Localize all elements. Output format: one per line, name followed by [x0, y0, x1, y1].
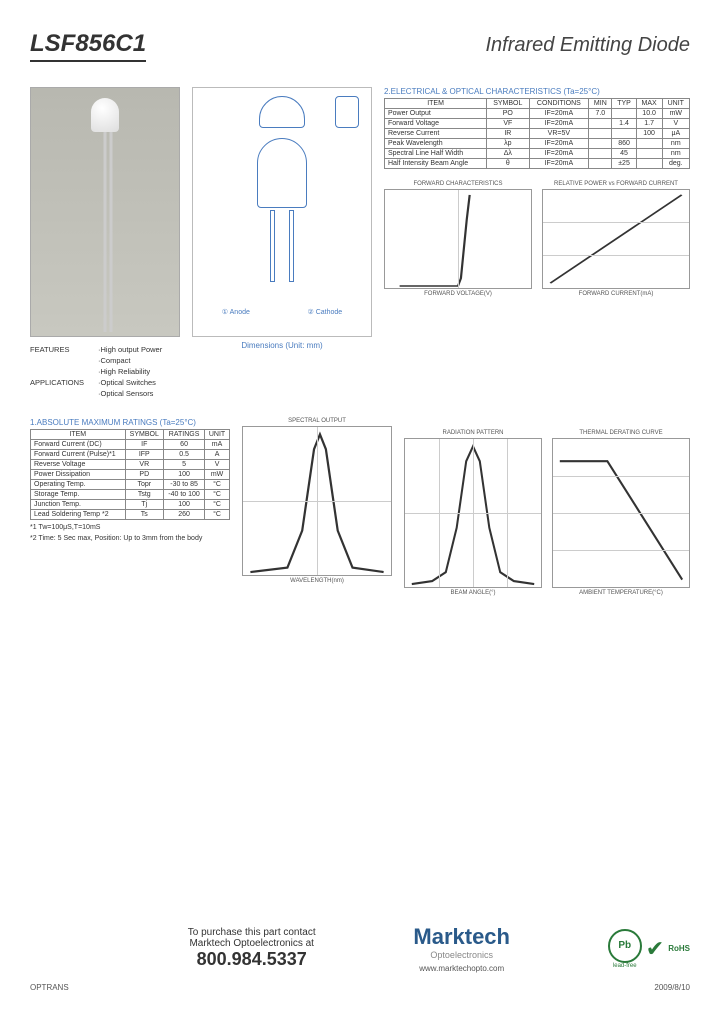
feature-item: ·High output Power [98, 345, 180, 354]
abs-max-title: 1.ABSOLUTE MAXIMUM RATINGS (Ta=25°C) [30, 418, 230, 427]
contact-block: To purchase this part contact Marktech O… [188, 927, 316, 970]
col-header: CONDITIONS [529, 99, 589, 109]
table-row: Power DissipationPD100mW [31, 470, 230, 480]
table-row: Junction Temp.Tj100°C [31, 500, 230, 510]
upper-grid: FEATURES ·High output Power ·Compact ·Hi… [30, 87, 690, 398]
chart-rel-power: RELATIVE POWER vs FORWARD CURRENT FORWAR… [542, 181, 690, 297]
app-item: ·Optical Switches [98, 378, 180, 387]
photo-column: FEATURES ·High output Power ·Compact ·Hi… [30, 87, 180, 398]
elec-title: 2.ELECTRICAL & OPTICAL CHARACTERISTICS (… [384, 87, 690, 96]
part-number: LSF856C1 [30, 30, 146, 62]
table-row: Forward VoltageVFIF=20mA1.41.7V [385, 119, 690, 129]
product-photo [30, 87, 180, 337]
manufacturer: OPTRANS [30, 983, 69, 992]
table-row: Lead Soldering Temp *2Ts260°C [31, 510, 230, 520]
phone-number: 800.984.5337 [188, 949, 316, 970]
col-header: UNIT [662, 99, 689, 109]
col-header: RATINGS [164, 430, 205, 440]
footer: To purchase this part contact Marktech O… [30, 924, 690, 992]
check-icon: ✔ [646, 936, 664, 962]
col-header: UNIT [205, 430, 230, 440]
col-header: MIN [589, 99, 612, 109]
feature-item: ·High Reliability [98, 367, 180, 376]
chart-spectral: SPECTRAL OUTPUT WAVELENGTH(nm) [242, 418, 392, 596]
charts-row-2: RADIATION PATTERN BEAM ANGLE(°) THERMAL … [404, 430, 690, 596]
table-row: Reverse CurrentIRVR=5V100μA [385, 129, 690, 139]
logo-block: Marktech Optoelectronics www.marktechopt… [413, 924, 510, 973]
applications-label: APPLICATIONS [30, 378, 90, 387]
dimensions-column: ① Anode ② Cathode Dimensions (Unit: mm) [192, 87, 372, 398]
col-header: ITEM [385, 99, 487, 109]
table-row: Storage Temp.Tstg-40 to 100°C [31, 490, 230, 500]
anode-label: ① Anode [222, 308, 250, 316]
col-header: SYMBOL [125, 430, 164, 440]
lower-grid: 1.ABSOLUTE MAXIMUM RATINGS (Ta=25°C) ITE… [30, 418, 690, 596]
datasheet-page: LSF856C1 Infrared Emitting Diode FEATURE… [0, 0, 720, 1012]
header: LSF856C1 Infrared Emitting Diode [30, 30, 690, 62]
url: www.marktechopto.com [413, 964, 510, 973]
table-row: Spectral Line Half WidthΔλIF=20mA45nm [385, 149, 690, 159]
col-header: MAX [636, 99, 662, 109]
date: 2009/8/10 [654, 983, 690, 992]
elec-optical-table: ITEMSYMBOLCONDITIONSMINTYPMAXUNIT Power … [384, 98, 690, 169]
feature-item: ·Compact [98, 356, 180, 365]
right-column: 2.ELECTRICAL & OPTICAL CHARACTERISTICS (… [384, 87, 690, 398]
chart-radiation: RADIATION PATTERN BEAM ANGLE(°) [404, 430, 542, 596]
col-header: ITEM [31, 430, 126, 440]
abs-max-block: 1.ABSOLUTE MAXIMUM RATINGS (Ta=25°C) ITE… [30, 418, 230, 596]
col-header: TYP [612, 99, 636, 109]
dimensions-caption: Dimensions (Unit: mm) [192, 341, 372, 350]
note-1: *1 Tw=100μS,T=10mS [30, 524, 230, 531]
note-2: *2 Time: 5 Sec max, Position: Up to 3mm … [30, 535, 230, 542]
table-row: Peak WavelengthλpIF=20mA860nm [385, 139, 690, 149]
pb-badge-icon: Pb [608, 929, 642, 963]
bottom-line: OPTRANS 2009/8/10 [30, 983, 690, 992]
dimension-drawing: ① Anode ② Cathode [192, 87, 372, 337]
contact-line: To purchase this part contact [188, 927, 316, 938]
chart-thermal: THERMAL DERATING CURVE AMBIENT TEMPERATU… [552, 430, 690, 596]
table-row: Reverse VoltageVR5V [31, 460, 230, 470]
cathode-label: ② Cathode [307, 308, 342, 316]
abs-max-table: ITEMSYMBOLRATINGSUNIT Forward Current (D… [30, 429, 230, 520]
col-header: SYMBOL [487, 99, 529, 109]
table-row: Operating Temp.Topr-30 to 85°C [31, 480, 230, 490]
table-row: Forward Current (Pulse)*1IFP0.5A [31, 450, 230, 460]
charts-row-1: FORWARD CHARACTERISTICS FORWARD VOLTAGE(… [384, 181, 690, 297]
marktech-logo: Marktech [413, 924, 510, 950]
chart-forward-iv: FORWARD CHARACTERISTICS FORWARD VOLTAGE(… [384, 181, 532, 297]
table-row: Forward Current (DC)IF60mA [31, 440, 230, 450]
table-row: Half Intensity Beam AngleθIF=20mA±25deg. [385, 159, 690, 169]
product-type: Infrared Emitting Diode [485, 34, 690, 57]
app-item: ·Optical Sensors [98, 389, 180, 398]
badges: Pb lead-free ✔ RoHS [608, 929, 690, 969]
table-row: Power OutputPOIF=20mA7.010.0mW [385, 109, 690, 119]
contact-line: Marktech Optoelectronics at [188, 938, 316, 949]
rohs-badge: RoHS [668, 944, 690, 953]
features-label: FEATURES [30, 345, 90, 354]
features-block: FEATURES ·High output Power ·Compact ·Hi… [30, 345, 180, 398]
